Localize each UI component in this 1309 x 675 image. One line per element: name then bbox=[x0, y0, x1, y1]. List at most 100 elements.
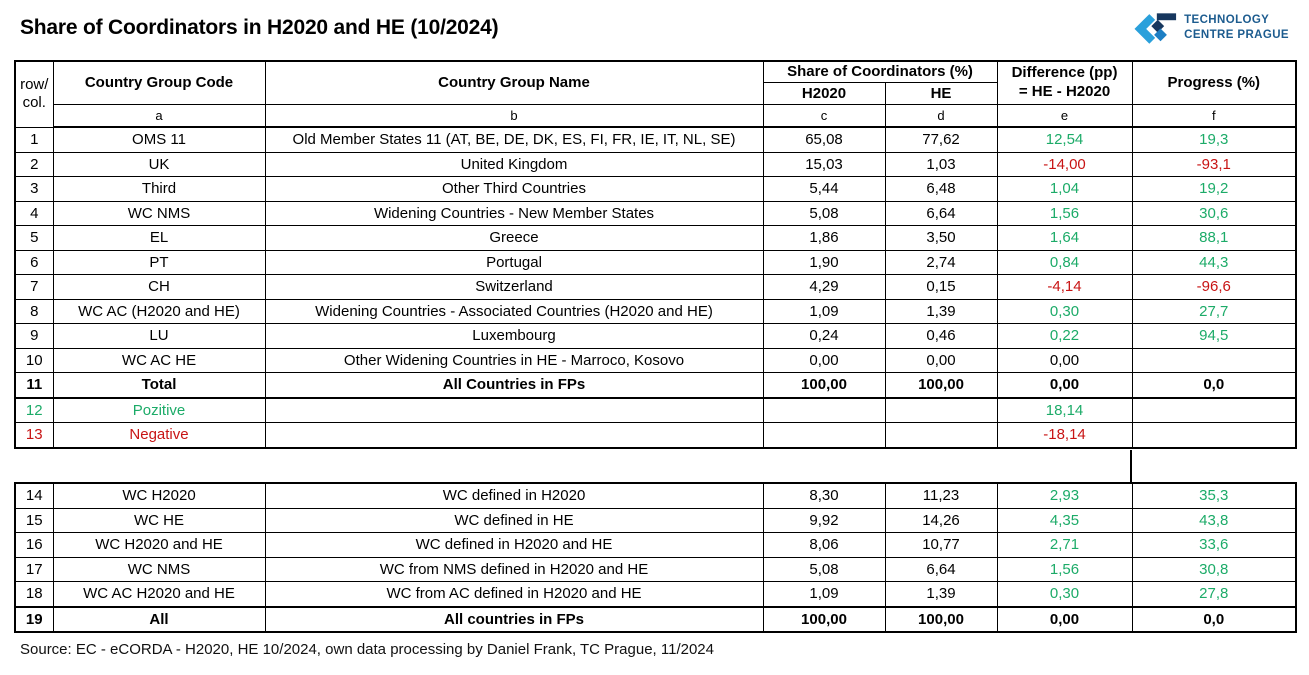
cell-share-he: 0,00 bbox=[884, 347, 998, 373]
cell-country-group-name: Switzerland bbox=[264, 274, 764, 300]
header-country-group-name: Country Group Name bbox=[264, 60, 764, 105]
logo-text-line2: CENTRE PRAGUE bbox=[1184, 29, 1289, 41]
cell-row-number: 8 bbox=[14, 298, 54, 324]
cell-share-he: 1,39 bbox=[884, 298, 998, 324]
table-row: 17 WC NMS WC from NMS defined in H2020 and… bbox=[14, 556, 1297, 582]
cell-progress: 94,5 bbox=[1131, 323, 1297, 349]
cell-progress: 19,3 bbox=[1131, 126, 1297, 153]
header-difference-line1: Difference (pp) bbox=[1011, 64, 1118, 81]
cell-country-group-code: PT bbox=[52, 249, 266, 275]
cell-share-he: 6,64 bbox=[884, 200, 998, 226]
cell-share-he: 100,00 bbox=[884, 605, 998, 633]
cell-difference: 0,30 bbox=[996, 581, 1133, 607]
cell-country-group-name: Portugal bbox=[264, 249, 764, 275]
cell-row-number: 15 bbox=[14, 507, 54, 533]
coordinators-main-table: row/ col. Country Group Code Country Gro… bbox=[14, 60, 1298, 449]
cell-row-number: 9 bbox=[14, 323, 54, 349]
cell-progress: -96,6 bbox=[1131, 274, 1297, 300]
cell-row-number: 1 bbox=[14, 126, 54, 153]
cell-country-group-name: United Kingdom bbox=[264, 151, 764, 177]
cell-country-group-name: Other Widening Countries in HE - Marroco… bbox=[264, 347, 764, 373]
cell-row-number: 12 bbox=[14, 397, 54, 423]
cell-difference: 1,64 bbox=[996, 225, 1133, 251]
cell-difference: -4,14 bbox=[996, 274, 1133, 300]
cell-row-number: 2 bbox=[14, 151, 54, 177]
cell-row-number: 7 bbox=[14, 274, 54, 300]
cell-share-h2020: 5,44 bbox=[762, 176, 886, 202]
logo-text-line1: TECHNOLOGY bbox=[1184, 14, 1270, 27]
table-row: 9 LU Luxembourg 0,24 0,46 0,22 94,5 bbox=[14, 323, 1297, 349]
header-h2020: H2020 bbox=[762, 81, 886, 105]
cell-country-group-name: WC from NMS defined in H2020 and HE bbox=[264, 556, 764, 582]
cell-progress: 35,3 bbox=[1131, 482, 1297, 509]
cell-country-group-name: All Countries in FPs bbox=[264, 372, 764, 399]
cell-progress: 88,1 bbox=[1131, 225, 1297, 251]
cell-country-group-code: WC NMS bbox=[52, 556, 266, 582]
cell-progress: 19,2 bbox=[1131, 176, 1297, 202]
cell-difference: 0,84 bbox=[996, 249, 1133, 275]
cell-difference: 4,35 bbox=[996, 507, 1133, 533]
cell-country-group-code: WC AC H2020 and HE bbox=[52, 581, 266, 607]
header-share-of-coordinators: Share of Coordinators (%) bbox=[762, 60, 998, 83]
cell-progress bbox=[1131, 397, 1297, 423]
cell-share-h2020: 15,03 bbox=[762, 151, 886, 177]
cell-progress bbox=[1131, 422, 1297, 448]
cell-share-h2020: 0,24 bbox=[762, 323, 886, 349]
cell-share-he bbox=[884, 397, 998, 423]
cell-share-h2020 bbox=[762, 422, 886, 448]
header-difference: Difference (pp) = HE - H2020 bbox=[996, 60, 1133, 105]
cell-country-group-code: UK bbox=[52, 151, 266, 177]
cell-difference: 0,22 bbox=[996, 323, 1133, 349]
cell-country-group-code: Pozitive bbox=[52, 397, 266, 423]
cell-share-h2020: 5,08 bbox=[762, 200, 886, 226]
cell-row-number: 11 bbox=[14, 372, 54, 399]
table-row: 3 Third Other Third Countries 5,44 6,48 1,04 1… bbox=[14, 176, 1297, 202]
cell-country-group-name bbox=[264, 397, 764, 423]
cell-country-group-code: OMS 11 bbox=[52, 126, 266, 153]
column-letter-f: f bbox=[1131, 103, 1297, 128]
cell-share-h2020: 4,29 bbox=[762, 274, 886, 300]
cell-row-number: 16 bbox=[14, 532, 54, 558]
table-row: 19 All All countries in FPs 100,00 100,00 0,0… bbox=[14, 605, 1297, 633]
cell-share-he: 10,77 bbox=[884, 532, 998, 558]
cell-country-group-name bbox=[264, 422, 764, 448]
cell-country-group-code: Negative bbox=[52, 422, 266, 448]
cell-progress: 30,8 bbox=[1131, 556, 1297, 582]
cell-country-group-name: Widening Countries - New Member States bbox=[264, 200, 764, 226]
column-letter-a: a bbox=[52, 103, 266, 128]
header-row-col-cell: row/ col. bbox=[14, 60, 54, 128]
cell-row-number: 13 bbox=[14, 422, 54, 448]
cell-country-group-name: Luxembourg bbox=[264, 323, 764, 349]
cell-share-h2020 bbox=[762, 397, 886, 423]
table-row: 8 WC AC (H2020 and HE) Widening Countries … bbox=[14, 298, 1297, 324]
cell-country-group-name: Old Member States 11 (AT, BE, DE, DK, ES… bbox=[264, 126, 764, 153]
cell-country-group-code: Total bbox=[52, 372, 266, 399]
cell-difference: 0,30 bbox=[996, 298, 1133, 324]
table-row: 2 UK United Kingdom 15,03 1,03 -14,00 -93,1 bbox=[14, 151, 1297, 177]
page-title: Share of Coordinators in H2020 and HE (1… bbox=[20, 16, 499, 39]
table-header: row/ col. Country Group Code Country Gro… bbox=[14, 60, 1297, 128]
cell-share-h2020: 65,08 bbox=[762, 126, 886, 153]
cell-country-group-name: WC from AC defined in H2020 and HE bbox=[264, 581, 764, 607]
cell-country-group-code: WC HE bbox=[52, 507, 266, 533]
cell-row-number: 17 bbox=[14, 556, 54, 582]
logo-text: TECHNOLOGY CENTRE PRAGUE bbox=[1184, 13, 1289, 43]
cell-row-number: 3 bbox=[14, 176, 54, 202]
cell-country-group-code: CH bbox=[52, 274, 266, 300]
table-row: 13 Negative -18,14 bbox=[14, 422, 1297, 448]
cell-difference: 0,00 bbox=[996, 347, 1133, 373]
column-letter-e: e bbox=[996, 103, 1133, 128]
table-row: 5 EL Greece 1,86 3,50 1,64 88,1 bbox=[14, 225, 1297, 251]
cell-share-h2020: 0,00 bbox=[762, 347, 886, 373]
cell-difference: 12,54 bbox=[996, 126, 1133, 153]
cell-difference: -14,00 bbox=[996, 151, 1133, 177]
cell-row-number: 5 bbox=[14, 225, 54, 251]
cell-progress: 27,7 bbox=[1131, 298, 1297, 324]
cell-share-h2020: 1,09 bbox=[762, 581, 886, 607]
cell-row-number: 19 bbox=[14, 605, 54, 633]
cell-country-group-code: WC AC HE bbox=[52, 347, 266, 373]
table-row: 18 WC AC H2020 and HE WC from AC defined i… bbox=[14, 581, 1297, 607]
widening-countries-secondary-table: 14 WC H2020 WC defined in H2020 8,30 11,23 2,… bbox=[14, 482, 1297, 633]
cell-progress: 33,6 bbox=[1131, 532, 1297, 558]
cell-row-number: 4 bbox=[14, 200, 54, 226]
